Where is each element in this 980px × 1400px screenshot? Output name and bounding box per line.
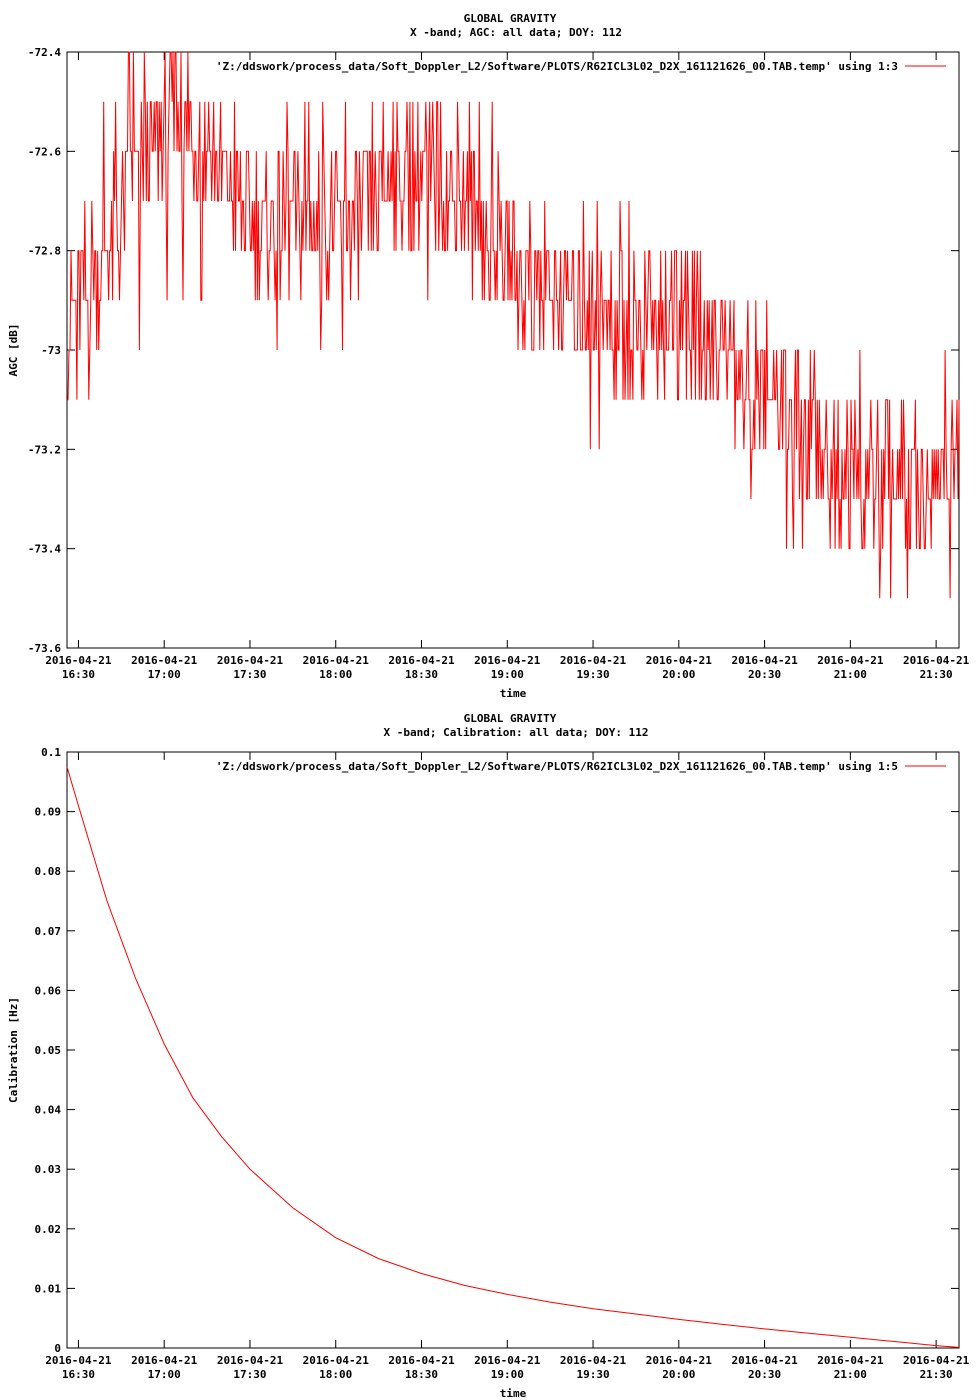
- x-tick-label-date: 2016-04-21: [217, 654, 284, 667]
- x-tick-label-date: 2016-04-21: [388, 654, 455, 667]
- x-tick-label-date: 2016-04-21: [45, 1354, 112, 1367]
- x-tick-label-time: 18:30: [405, 668, 438, 681]
- x-tick-label-time: 18:30: [405, 1368, 438, 1381]
- y-tick-label: -72.8: [28, 245, 61, 258]
- x-tick-label-date: 2016-04-21: [131, 1354, 198, 1367]
- calibration-x-axis-label: time: [500, 1387, 527, 1400]
- x-tick-label-date: 2016-04-21: [45, 654, 112, 667]
- y-tick-label: 0.03: [35, 1163, 62, 1176]
- x-tick-label-date: 2016-04-21: [817, 1354, 884, 1367]
- y-tick-label: 0.06: [35, 984, 62, 997]
- calibration-series-line: [66, 766, 960, 1348]
- y-tick-label: 0.05: [35, 1044, 62, 1057]
- calibration-chart-subtitle: X -band; Calibration: all data; DOY: 112: [384, 726, 649, 739]
- y-tick-label: 0.04: [35, 1104, 62, 1117]
- calibration-legend: 'Z:/ddswork/process_data/Soft_Doppler_L2…: [216, 760, 946, 773]
- calibration-chart: GLOBAL GRAVITY X -band; Calibration: all…: [7, 712, 970, 1400]
- x-tick-label-time: 19:00: [491, 668, 524, 681]
- x-tick-label-time: 16:30: [62, 1368, 95, 1381]
- x-tick-label-time: 17:30: [233, 668, 266, 681]
- calibration-series: [66, 766, 960, 1348]
- x-tick-label-date: 2016-04-21: [474, 654, 541, 667]
- x-tick-label-date: 2016-04-21: [731, 1354, 798, 1367]
- agc-y-ticks: -72.4 -72.6 -72.8 -73 -73.2 -73.4 -73.6: [28, 46, 959, 655]
- x-tick-label-time: 19:30: [576, 668, 609, 681]
- x-tick-label-time: 17:00: [148, 1368, 181, 1381]
- y-tick-label: 0.07: [35, 925, 62, 938]
- agc-chart: GLOBAL GRAVITY X -band; AGC: all data; D…: [7, 12, 970, 700]
- x-tick-label-date: 2016-04-21: [560, 1354, 627, 1367]
- x-tick-label-time: 20:30: [748, 1368, 781, 1381]
- agc-series-line: [67, 51, 960, 599]
- x-tick-label-date: 2016-04-21: [903, 1354, 970, 1367]
- calibration-legend-label: 'Z:/ddswork/process_data/Soft_Doppler_L2…: [216, 760, 898, 773]
- x-tick-label-time: 21:30: [920, 668, 953, 681]
- y-tick-label: -73.6: [28, 642, 61, 655]
- x-tick-label-date: 2016-04-21: [131, 654, 198, 667]
- x-tick-label-time: 21:00: [834, 668, 867, 681]
- agc-chart-subtitle: X -band; AGC: all data; DOY: 112: [410, 26, 622, 39]
- calibration-y-axis-label: Calibration [Hz]: [7, 997, 20, 1103]
- x-tick-label-date: 2016-04-21: [646, 1354, 713, 1367]
- agc-y-axis-label: AGC [dB]: [7, 324, 20, 377]
- y-tick-label: 0.01: [35, 1282, 62, 1295]
- x-tick-label-date: 2016-04-21: [303, 1354, 370, 1367]
- x-tick-label-time: 16:30: [62, 668, 95, 681]
- y-tick-label: -72.4: [28, 46, 61, 59]
- x-tick-label-time: 21:30: [920, 1368, 953, 1381]
- y-tick-label: 0.02: [35, 1223, 62, 1236]
- y-tick-label: 0: [54, 1342, 61, 1355]
- x-tick-label-time: 18:00: [319, 1368, 352, 1381]
- x-tick-label-date: 2016-04-21: [303, 654, 370, 667]
- y-tick-label: -72.6: [28, 145, 61, 158]
- agc-series: [67, 51, 960, 599]
- y-tick-label: -73.2: [28, 443, 61, 456]
- agc-x-axis-label: time: [500, 687, 527, 700]
- x-tick-label-date: 2016-04-21: [388, 1354, 455, 1367]
- x-tick-label-date: 2016-04-21: [217, 1354, 284, 1367]
- calibration-chart-title: GLOBAL GRAVITY: [464, 712, 557, 725]
- y-tick-label: 0.1: [41, 746, 61, 759]
- x-tick-label-time: 21:00: [834, 1368, 867, 1381]
- x-tick-label-date: 2016-04-21: [731, 654, 798, 667]
- x-tick-label-time: 20:00: [662, 668, 695, 681]
- x-tick-label-date: 2016-04-21: [474, 1354, 541, 1367]
- x-tick-label-time: 20:30: [748, 668, 781, 681]
- x-tick-label-time: 17:30: [233, 1368, 266, 1381]
- x-tick-label-date: 2016-04-21: [646, 654, 713, 667]
- y-tick-label: -73.4: [28, 543, 61, 556]
- agc-legend: 'Z:/ddswork/process_data/Soft_Doppler_L2…: [216, 60, 946, 73]
- agc-x-ticks: 2016-04-2116:302016-04-2117:002016-04-21…: [45, 52, 970, 681]
- agc-chart-title: GLOBAL GRAVITY: [464, 12, 557, 25]
- calibration-y-ticks: 0.1 0.09 0.08 0.07 0.06 0.05 0.04 0.03 0.02 0.01 0: [35, 746, 959, 1355]
- y-tick-label: -73: [41, 344, 61, 357]
- y-tick-label: 0.09: [35, 806, 62, 819]
- x-tick-label-time: 17:00: [148, 668, 181, 681]
- x-tick-label-date: 2016-04-21: [903, 654, 970, 667]
- agc-legend-label: 'Z:/ddswork/process_data/Soft_Doppler_L2…: [216, 60, 898, 73]
- x-tick-label-time: 19:30: [576, 1368, 609, 1381]
- x-tick-label-date: 2016-04-21: [817, 654, 884, 667]
- x-tick-label-time: 18:00: [319, 668, 352, 681]
- y-tick-label: 0.08: [35, 865, 62, 878]
- x-tick-label-date: 2016-04-21: [560, 654, 627, 667]
- x-tick-label-time: 20:00: [662, 1368, 695, 1381]
- calibration-x-ticks: 2016-04-2116:302016-04-2117:002016-04-21…: [45, 752, 970, 1381]
- x-tick-label-time: 19:00: [491, 1368, 524, 1381]
